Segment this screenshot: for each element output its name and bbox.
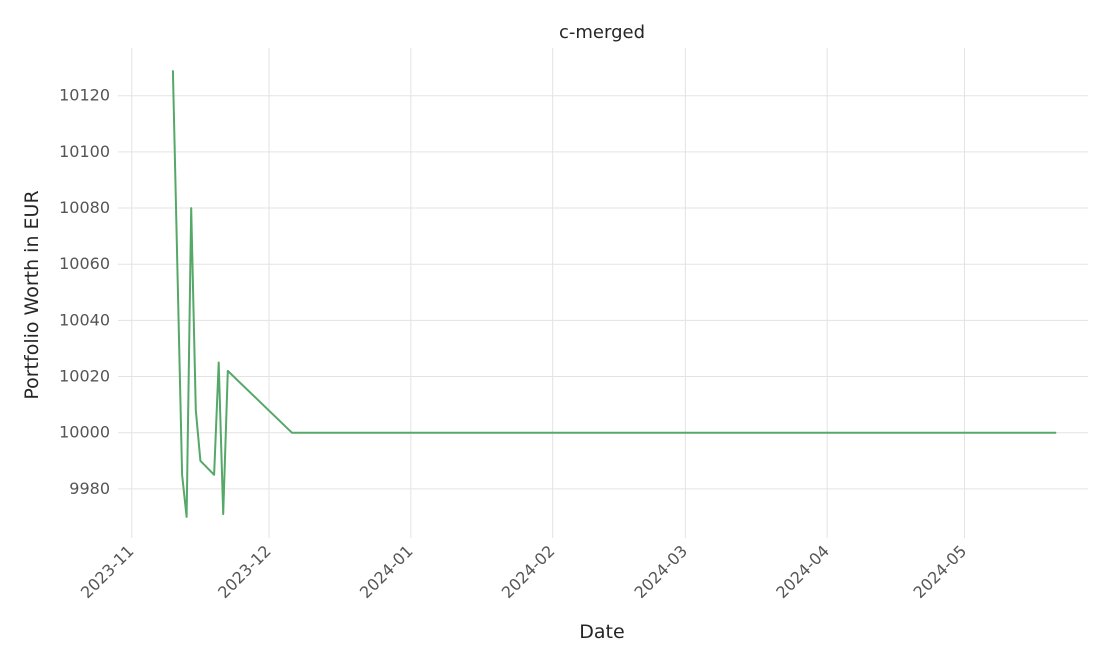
y-tick-label: 10080 [59,198,110,217]
data-point [172,69,174,71]
data-point [199,460,201,462]
x-tick-label: 2023-11 [77,541,138,602]
data-point [227,370,229,372]
y-tick-label: 10040 [59,310,110,329]
series-layer [171,69,1057,518]
y-tick-label: 10100 [59,142,110,161]
chart-title: c-merged [559,22,645,43]
data-point [186,516,188,518]
x-tick-label: 2024-05 [910,541,971,602]
data-point [291,432,293,434]
grid [118,48,1088,538]
y-tick-label: 10120 [59,86,110,105]
data-point [218,361,220,363]
data-point [1055,432,1057,434]
x-tick-label: 2024-04 [772,541,833,602]
data-point [190,207,192,209]
series-line [171,70,1056,518]
data-point [181,474,183,476]
y-tick-label: 10000 [59,423,110,442]
x-tick-label: 2024-02 [498,541,559,602]
data-point [195,409,197,411]
y-axis-label: Portfolio Worth in EUR [21,190,43,399]
x-axis-ticks: 2023-11 2023-12 2024-01 2024-02 2024-03 2024-… [77,541,970,602]
x-tick-label: 2023-12 [214,541,275,602]
data-point [222,513,224,515]
y-tick-label: 9980 [69,479,110,498]
x-tick-label: 2024-01 [356,541,417,602]
y-axis-ticks: 9980 10000 10020 10040 10060 10080 10100 10120 [59,86,110,498]
x-axis-label: Date [579,621,624,643]
y-tick-label: 10020 [59,367,110,386]
data-point [213,474,215,476]
x-tick-label: 2024-03 [630,541,691,602]
y-tick-label: 10060 [59,254,110,273]
